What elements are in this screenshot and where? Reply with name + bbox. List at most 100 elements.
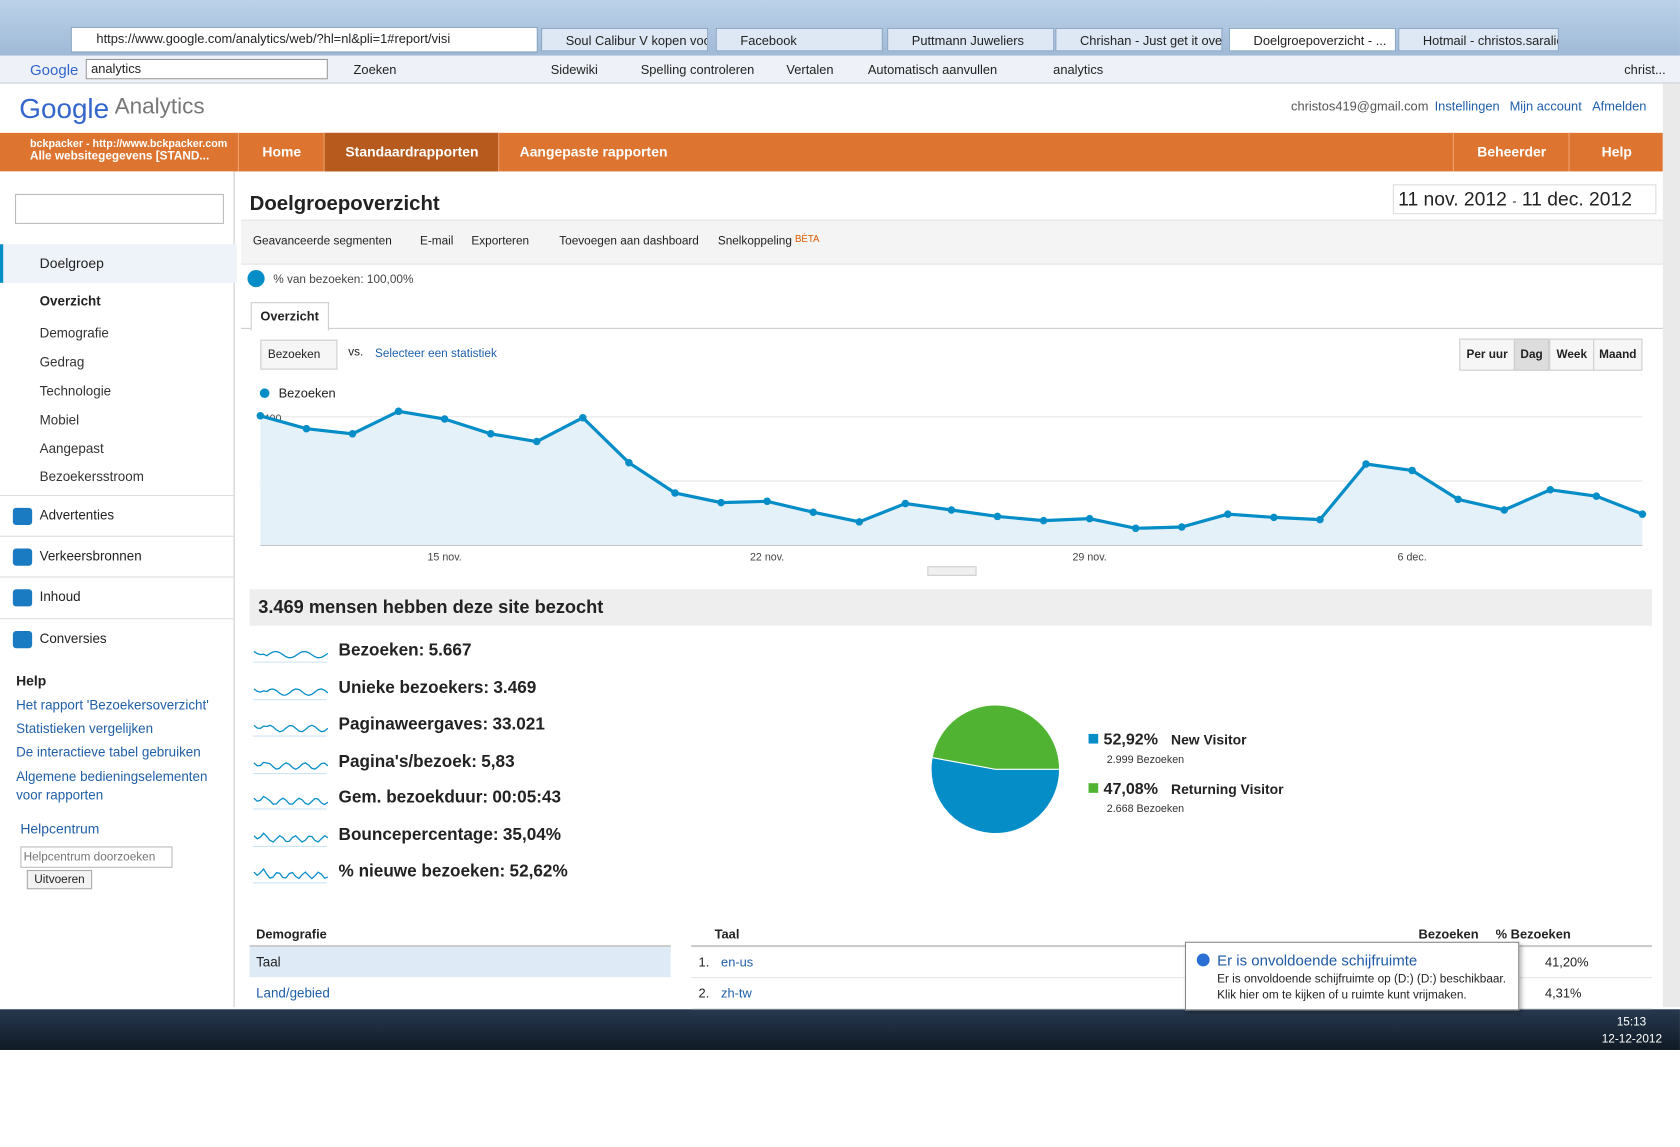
area	[260, 411, 1643, 546]
browser-tab[interactable]: Puttmann Juweliers	[887, 27, 1055, 52]
metric-label: Gem. bezoekduur:	[338, 788, 489, 807]
clock-time: 15:13	[1616, 1015, 1647, 1029]
nav-tab[interactable]: Aangepaste rapporten	[498, 132, 688, 172]
help-link[interactable]: Statistieken vergelijken	[16, 721, 154, 737]
toolbar-item[interactable]: Automatisch aanvullen	[867, 62, 998, 78]
point	[625, 458, 633, 467]
sidebar-section[interactable]: Inhoud	[39, 589, 81, 605]
action-link[interactable]: Geavanceerde segmenten	[252, 234, 392, 248]
point	[302, 424, 311, 433]
sidebar-section[interactable]: Verkeersbronnen	[39, 548, 142, 564]
vs-label: vs.	[348, 346, 364, 359]
header-link[interactable]: Instellingen	[1434, 98, 1500, 114]
point	[394, 407, 403, 416]
sidebar-subitem[interactable]: Mobiel	[39, 412, 80, 428]
nav-tab[interactable]: Beheerder	[1452, 132, 1570, 172]
compare-link[interactable]: Selecteer een statistiek	[374, 347, 497, 360]
help-button[interactable]: Uitvoeren	[26, 869, 93, 890]
nav-tab[interactable]: Help	[1568, 132, 1664, 172]
action-link[interactable]: Snelkoppeling	[717, 234, 792, 248]
help-center[interactable]: Helpcentrum	[20, 820, 100, 837]
period-button[interactable]: Per uur	[1459, 338, 1515, 371]
scrollbar[interactable]	[1662, 83, 1680, 1008]
sidebar-section[interactable]: Conversies	[39, 631, 107, 647]
help-link[interactable]: Algemene bedieningselementen voor rappor…	[16, 769, 208, 803]
taskbar	[0, 1009, 1680, 1050]
x-tick-label: 22 nov.	[750, 551, 784, 563]
pie-slice	[930, 756, 1061, 835]
browser-tab[interactable]: Doelgroepoverzicht - ...	[1228, 27, 1397, 52]
point	[1454, 495, 1462, 504]
metric-label: Bezoeken:	[338, 641, 425, 660]
toolbar-item[interactable]: Spelling controleren	[640, 62, 755, 78]
sidebar-search[interactable]	[14, 193, 224, 224]
url-bar[interactable]	[70, 26, 538, 53]
tab[interactable]: Overzicht	[250, 302, 329, 332]
legend-detail: 2.999 Bezoeken	[1107, 754, 1184, 766]
header-link[interactable]: Mijn account	[1509, 98, 1582, 114]
ga-logo: Google	[19, 92, 110, 125]
sidebar-subitem[interactable]: Gedrag	[39, 354, 85, 370]
toolbar-user[interactable]: christ...	[1624, 62, 1666, 78]
toolbar-item[interactable]: Sidewiki	[550, 62, 598, 78]
row-percent: 41,20%	[1544, 954, 1589, 970]
toolbar-item[interactable]: Zoeken	[353, 62, 397, 78]
sidebar-subitem[interactable]: Overzicht	[39, 293, 101, 309]
table-row-line	[691, 977, 1653, 979]
point	[1178, 523, 1186, 531]
action-link[interactable]: Exporteren	[471, 234, 530, 248]
point	[579, 413, 587, 422]
browser-tab[interactable]: Chrishan - Just get it over...	[1055, 27, 1223, 52]
point	[1592, 492, 1601, 500]
notification[interactable]: Er is onvoldoende schijfruimte Er is onv…	[1184, 941, 1520, 1011]
row-language[interactable]: zh-tw	[721, 985, 752, 1001]
point	[1316, 515, 1324, 524]
nav-profile[interactable]: Alle websitegegevens [STAND...	[29, 149, 210, 163]
sidebar-subitem[interactable]: Aangepast	[39, 441, 104, 457]
browser-tab[interactable]: Facebook	[715, 27, 883, 52]
sidebar-subitem[interactable]: Bezoekersstroom	[39, 469, 144, 485]
row-index: 1.	[698, 954, 710, 970]
point	[671, 489, 679, 497]
period-button[interactable]: Maand	[1593, 338, 1643, 371]
row-index: 2.	[698, 985, 710, 1001]
browser-tab[interactable]: Soul Calibur V kopen voo...	[541, 27, 709, 52]
action-link[interactable]: Toevoegen aan dashboard	[559, 234, 699, 248]
period-button[interactable]: Dag	[1513, 338, 1550, 371]
sidebar-subitem[interactable]: Demografie	[39, 325, 109, 341]
section-label[interactable]: Doelgroep	[39, 254, 104, 272]
value-label: 47,08%	[1104, 780, 1158, 798]
x-tick-label: 15 nov.	[427, 551, 461, 563]
sidebar-divider	[0, 576, 234, 578]
action-link[interactable]: E-mail	[419, 234, 454, 248]
help-link[interactable]: De interactieve tabel gebruiken	[16, 744, 201, 760]
help-search[interactable]	[20, 846, 173, 868]
sparkline	[253, 795, 329, 806]
point	[1500, 506, 1508, 514]
metric-row: Bouncepercentage: 35,04%	[339, 826, 561, 845]
row-language[interactable]: en-us	[721, 954, 754, 970]
header-link[interactable]: Afmelden	[1592, 98, 1647, 114]
sidebar-subitem[interactable]: Technologie	[39, 383, 112, 399]
sidebar-divider	[0, 618, 234, 620]
nav-tab[interactable]: Standaardrapporten	[323, 132, 500, 172]
nav-tab[interactable]: Home	[237, 132, 325, 172]
period-button[interactable]: Week	[1549, 338, 1595, 371]
pie-slice	[931, 704, 1061, 770]
toolbar-item[interactable]: analytics	[1053, 62, 1104, 78]
table-header-line	[249, 944, 671, 948]
table-left-row[interactable]: Taal	[249, 947, 671, 978]
date-range[interactable]: 11 nov. 2012 - 11 dec. 2012	[1392, 184, 1657, 215]
metric-select[interactable]: Bezoeken	[260, 339, 338, 370]
metric-value: 3.469	[493, 679, 537, 698]
help-link[interactable]: Het rapport 'Bezoekersoverzicht'	[16, 697, 209, 713]
toolbar-search[interactable]: analytics	[85, 58, 328, 80]
sidebar-section[interactable]: Advertenties	[39, 507, 115, 523]
table-left-row[interactable]: Land/gebied	[256, 985, 330, 1001]
browser-tab[interactable]: Hotmail - christos.saralio...	[1398, 27, 1559, 52]
toolbar-item[interactable]: Vertalen	[786, 62, 834, 78]
action-bar	[241, 219, 1663, 265]
sparkline	[253, 867, 329, 880]
